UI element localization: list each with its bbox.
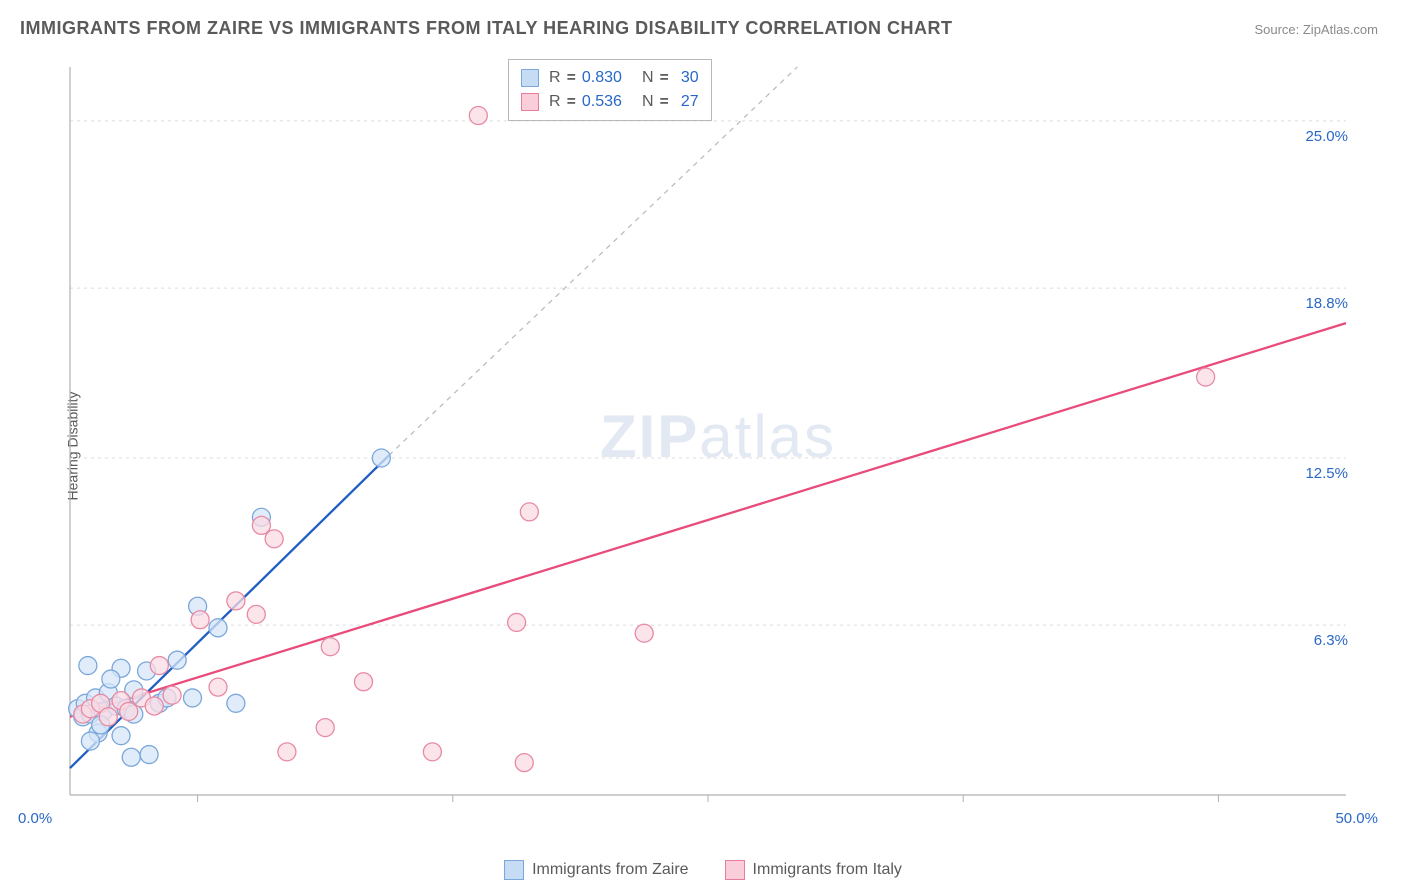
chart-title: IMMIGRANTS FROM ZAIRE VS IMMIGRANTS FROM… <box>20 18 953 39</box>
y-tick-label: 6.3% <box>1314 632 1348 649</box>
source-prefix: Source: <box>1254 22 1302 37</box>
chart-source: Source: ZipAtlas.com <box>1254 22 1378 37</box>
stats-n-value: 30 <box>681 66 699 90</box>
legend-label: Immigrants from Italy <box>753 861 902 879</box>
stats-n-label: N <box>642 66 654 90</box>
stats-legend-box: R = 0.830N = 30R = 0.536N = 27 <box>508 59 712 121</box>
y-tick-label: 25.0% <box>1305 128 1348 145</box>
stats-row: R = 0.830N = 30 <box>521 66 699 90</box>
stats-r-value: 0.536 <box>582 90 622 114</box>
stats-swatch <box>521 93 539 111</box>
legend-swatch <box>504 860 524 880</box>
stats-r-label: R <box>549 66 561 90</box>
stats-r-label: R <box>549 90 561 114</box>
chart-container: IMMIGRANTS FROM ZAIRE VS IMMIGRANTS FROM… <box>0 0 1406 892</box>
legend-item: Immigrants from Italy <box>725 860 902 880</box>
legend-label: Immigrants from Zaire <box>532 861 688 879</box>
source-name: ZipAtlas.com <box>1303 22 1378 37</box>
scatter-chart-svg: 6.3% 12.5% 18.8% 25.0% <box>60 55 1376 825</box>
y-tick-label: 12.5% <box>1305 465 1348 482</box>
stats-n-label: N <box>642 90 654 114</box>
legend-item: Immigrants from Zaire <box>504 860 688 880</box>
stats-n-value: 27 <box>681 90 699 114</box>
x-axis-max-label: 50.0% <box>1335 810 1378 827</box>
x-axis-min-label: 0.0% <box>18 810 52 827</box>
legend-swatch <box>725 860 745 880</box>
stats-swatch <box>521 69 539 87</box>
y-tick-label: 18.8% <box>1305 295 1348 312</box>
stats-r-value: 0.830 <box>582 66 622 90</box>
stats-row: R = 0.536N = 27 <box>521 90 699 114</box>
x-axis-legend: Immigrants from Zaire Immigrants from Ita… <box>0 860 1406 880</box>
plot-area: ZIPatlas 6.3%12.5%18.8%25.0% R = 0.830N … <box>60 55 1376 825</box>
